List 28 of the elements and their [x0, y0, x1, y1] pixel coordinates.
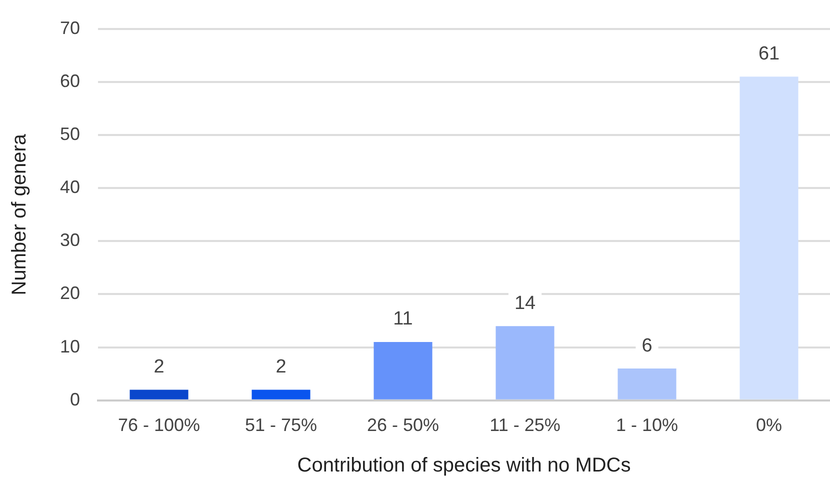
data-label: 11	[393, 308, 413, 330]
data-label: 14	[514, 292, 536, 314]
bar	[618, 368, 676, 400]
x-tick-label: 0%	[756, 415, 782, 436]
y-tick-label: 0	[70, 389, 80, 410]
bar	[252, 390, 310, 400]
y-tick-label: 30	[60, 230, 80, 250]
y-tick-label: 40	[60, 177, 80, 198]
data-label: 2	[276, 356, 286, 378]
x-tick-label: 26 - 50%	[366, 415, 440, 436]
data-label: 61	[758, 43, 780, 64]
data-label: 2	[154, 356, 164, 378]
y-tick-label: 20	[60, 283, 80, 304]
y-axis-title: Number of genera	[8, 133, 31, 296]
y-tick-label: 10	[60, 336, 80, 356]
y-tick-label: 60	[60, 70, 80, 91]
bar	[496, 326, 554, 400]
bar	[374, 342, 432, 400]
x-tick-label: 11 - 25%	[490, 415, 560, 436]
x-axis-title: Contribution of species with no MDCs	[297, 454, 631, 477]
bar	[740, 76, 798, 400]
x-tick-label: 76 - 100%	[118, 415, 200, 436]
data-label: 6	[642, 335, 652, 356]
bar	[130, 390, 188, 400]
x-tick-label: 1 - 10%	[616, 415, 678, 436]
x-tick-label: 51 - 75%	[244, 415, 318, 436]
y-tick-label: 50	[60, 124, 80, 144]
y-tick-label: 70	[60, 18, 80, 38]
